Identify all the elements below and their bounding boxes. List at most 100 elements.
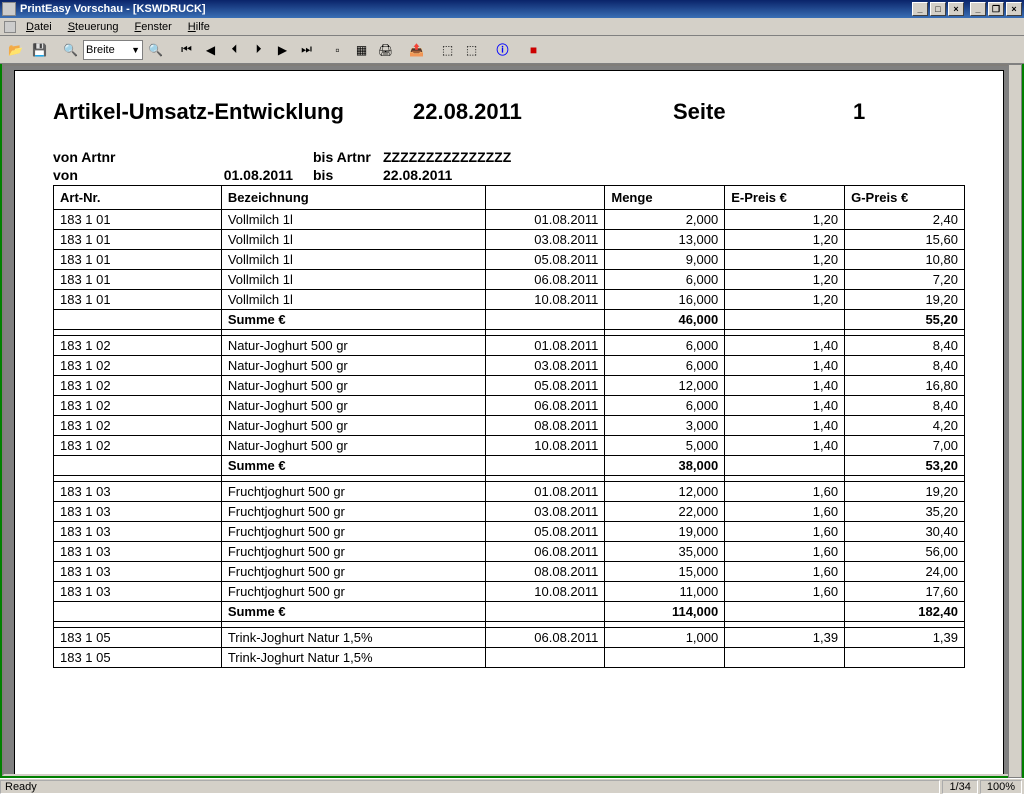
cell-datum: 08.08.2011 [485, 562, 605, 582]
mdi-control-icon[interactable] [4, 21, 16, 33]
table-row: 183 1 03Fruchtjoghurt 500 gr03.08.201122… [54, 502, 965, 522]
cell-datum: 10.08.2011 [485, 582, 605, 602]
mdi-close-button[interactable]: × [1006, 2, 1022, 16]
cell-menge: 16,000 [605, 290, 725, 310]
toolbar: 📂 💾 🔍 Breite ▼ 🔍 ⏮ ◀ ⏴ ⏵ ▶ ⏭ ▫ ▦ 🖨 📤 ⬚ ⬚… [0, 36, 1024, 64]
menu-hilfe[interactable]: Hilfe [180, 21, 218, 33]
cell-epreis: 1,20 [725, 250, 845, 270]
menu-fenster[interactable]: Fenster [126, 21, 179, 33]
cell-epreis: 1,40 [725, 376, 845, 396]
cell-menge: 22,000 [605, 502, 725, 522]
info-button[interactable]: ⓘ [491, 39, 514, 61]
table-row: 183 1 02Natur-Joghurt 500 gr03.08.20116,… [54, 356, 965, 376]
cell-menge: 6,000 [605, 336, 725, 356]
cell-datum: 05.08.2011 [485, 376, 605, 396]
sum-label: Summe € [221, 310, 485, 330]
von-value: 01.08.2011 [123, 167, 313, 183]
close-button[interactable]: × [948, 2, 964, 16]
cell-bez: Fruchtjoghurt 500 gr [221, 582, 485, 602]
cell-artnr: 183 1 03 [54, 522, 222, 542]
cell-menge: 6,000 [605, 270, 725, 290]
report-table: Art-Nr. Bezeichnung Menge E-Preis € G-Pr… [53, 185, 965, 668]
cell-menge: 6,000 [605, 396, 725, 416]
mdi-minimize-button[interactable]: _ [970, 2, 986, 16]
cell-epreis: 1,39 [725, 628, 845, 648]
filter-line-1: von Artnr bis Artnr ZZZZZZZZZZZZZZZ [53, 149, 965, 165]
grid-button[interactable]: ▦ [350, 39, 373, 61]
next-record-button[interactable]: ⏵ [247, 39, 270, 61]
zoom-select[interactable]: Breite ▼ [83, 40, 143, 60]
cell-artnr: 183 1 05 [54, 628, 222, 648]
cell-epreis: 1,60 [725, 482, 845, 502]
layout-v-button[interactable]: ⬚ [460, 39, 483, 61]
export-button[interactable]: 📤 [405, 39, 428, 61]
cell-menge: 3,000 [605, 416, 725, 436]
sum-menge: 38,000 [605, 456, 725, 476]
cell-bez: Natur-Joghurt 500 gr [221, 376, 485, 396]
vertical-scrollbar[interactable] [1008, 64, 1022, 778]
cell-menge [605, 648, 725, 668]
cell-datum: 03.08.2011 [485, 230, 605, 250]
next-page-button[interactable]: ▶ [271, 39, 294, 61]
cell-datum: 03.08.2011 [485, 502, 605, 522]
report-page: Artikel-Umsatz-Entwicklung 22.08.2011 Se… [14, 70, 1004, 776]
col-menge: Menge [605, 186, 725, 210]
sum-gpreis: 53,20 [845, 456, 965, 476]
mdi-restore-button[interactable]: ❐ [988, 2, 1004, 16]
cell-bez: Vollmilch 1l [221, 250, 485, 270]
cell-artnr: 183 1 02 [54, 396, 222, 416]
cell-bez: Natur-Joghurt 500 gr [221, 336, 485, 356]
single-page-button[interactable]: ▫ [326, 39, 349, 61]
bis-artnr-value: ZZZZZZZZZZZZZZZ [383, 149, 511, 165]
cell-artnr: 183 1 01 [54, 210, 222, 230]
cell-bez: Fruchtjoghurt 500 gr [221, 482, 485, 502]
status-page: 1/34 [942, 780, 977, 794]
cell-bez: Vollmilch 1l [221, 230, 485, 250]
minimize-button[interactable]: _ [912, 2, 928, 16]
cell-bez: Natur-Joghurt 500 gr [221, 356, 485, 376]
cell-epreis: 1,40 [725, 336, 845, 356]
status-ready: Ready [0, 780, 940, 794]
cell-datum: 03.08.2011 [485, 356, 605, 376]
cell-gpreis: 10,80 [845, 250, 965, 270]
cell-gpreis: 19,20 [845, 482, 965, 502]
cell-bez: Fruchtjoghurt 500 gr [221, 542, 485, 562]
zoom-in-button[interactable]: 🔍 [59, 39, 82, 61]
open-button[interactable]: 📂 [4, 39, 27, 61]
table-row: 183 1 02Natur-Joghurt 500 gr10.08.20115,… [54, 436, 965, 456]
print-button[interactable]: 🖨 [374, 39, 397, 61]
cell-artnr: 183 1 03 [54, 582, 222, 602]
table-row: 183 1 03Fruchtjoghurt 500 gr01.08.201112… [54, 482, 965, 502]
cell-gpreis: 17,60 [845, 582, 965, 602]
cell-epreis: 1,40 [725, 436, 845, 456]
cell-datum: 01.08.2011 [485, 482, 605, 502]
von-artnr-value [123, 149, 313, 165]
last-page-button[interactable]: ⏭ [295, 39, 318, 61]
cell-artnr: 183 1 01 [54, 270, 222, 290]
cell-epreis: 1,60 [725, 562, 845, 582]
page-label: Seite [673, 99, 853, 125]
table-row: 183 1 02Natur-Joghurt 500 gr06.08.20116,… [54, 396, 965, 416]
menu-datei[interactable]: Datei [18, 21, 60, 33]
maximize-button[interactable]: □ [930, 2, 946, 16]
cell-gpreis: 1,39 [845, 628, 965, 648]
cell-artnr: 183 1 03 [54, 562, 222, 582]
prev-record-button[interactable]: ⏴ [223, 39, 246, 61]
cell-menge: 5,000 [605, 436, 725, 456]
first-page-button[interactable]: ⏮ [175, 39, 198, 61]
save-button[interactable]: 💾 [28, 39, 51, 61]
cell-bez: Trink-Joghurt Natur 1,5% [221, 628, 485, 648]
cell-datum: 06.08.2011 [485, 628, 605, 648]
stop-button[interactable]: ■ [522, 39, 545, 61]
prev-page-button[interactable]: ◀ [199, 39, 222, 61]
von-label: von [53, 167, 123, 183]
menu-steuerung[interactable]: Steuerung [60, 21, 127, 33]
cell-bez: Fruchtjoghurt 500 gr [221, 562, 485, 582]
cell-menge: 35,000 [605, 542, 725, 562]
zoom-out-button[interactable]: 🔍 [144, 39, 167, 61]
layout-h-button[interactable]: ⬚ [436, 39, 459, 61]
cell-datum: 05.08.2011 [485, 522, 605, 542]
cell-artnr: 183 1 01 [54, 290, 222, 310]
cell-menge: 11,000 [605, 582, 725, 602]
cell-datum: 08.08.2011 [485, 416, 605, 436]
